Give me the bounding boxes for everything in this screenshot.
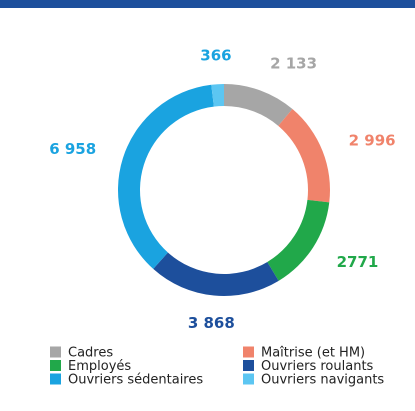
donut-slice [211, 84, 224, 107]
legend-swatch [243, 360, 254, 371]
data-label: 2771 [337, 253, 379, 271]
data-label: 366 [200, 47, 231, 65]
legend-swatch [50, 346, 61, 358]
donut-slice [224, 84, 293, 126]
donut-slice [278, 109, 331, 203]
legend-label: Employés [68, 359, 131, 374]
data-label: 2 996 [349, 131, 396, 149]
legend-swatch [50, 360, 61, 371]
data-label: 3 868 [188, 314, 235, 332]
data-label: 2 133 [270, 55, 317, 73]
donut-slice [118, 84, 214, 269]
legend-swatch [243, 373, 254, 385]
legend-label: Ouvriers navigants [261, 373, 384, 388]
donut-slice [267, 199, 330, 281]
donut-slice [153, 252, 279, 296]
header-bar [0, 0, 415, 8]
legend-label: Ouvriers roulants [261, 359, 374, 374]
legend-swatch [243, 346, 254, 358]
legend-label: Maîtrise (et HM) [261, 346, 365, 361]
data-label: 6 958 [49, 140, 96, 158]
legend-label: Ouvriers sédentaires [68, 373, 203, 388]
legend-label: Cadres [68, 346, 113, 361]
legend-swatch [50, 373, 61, 385]
